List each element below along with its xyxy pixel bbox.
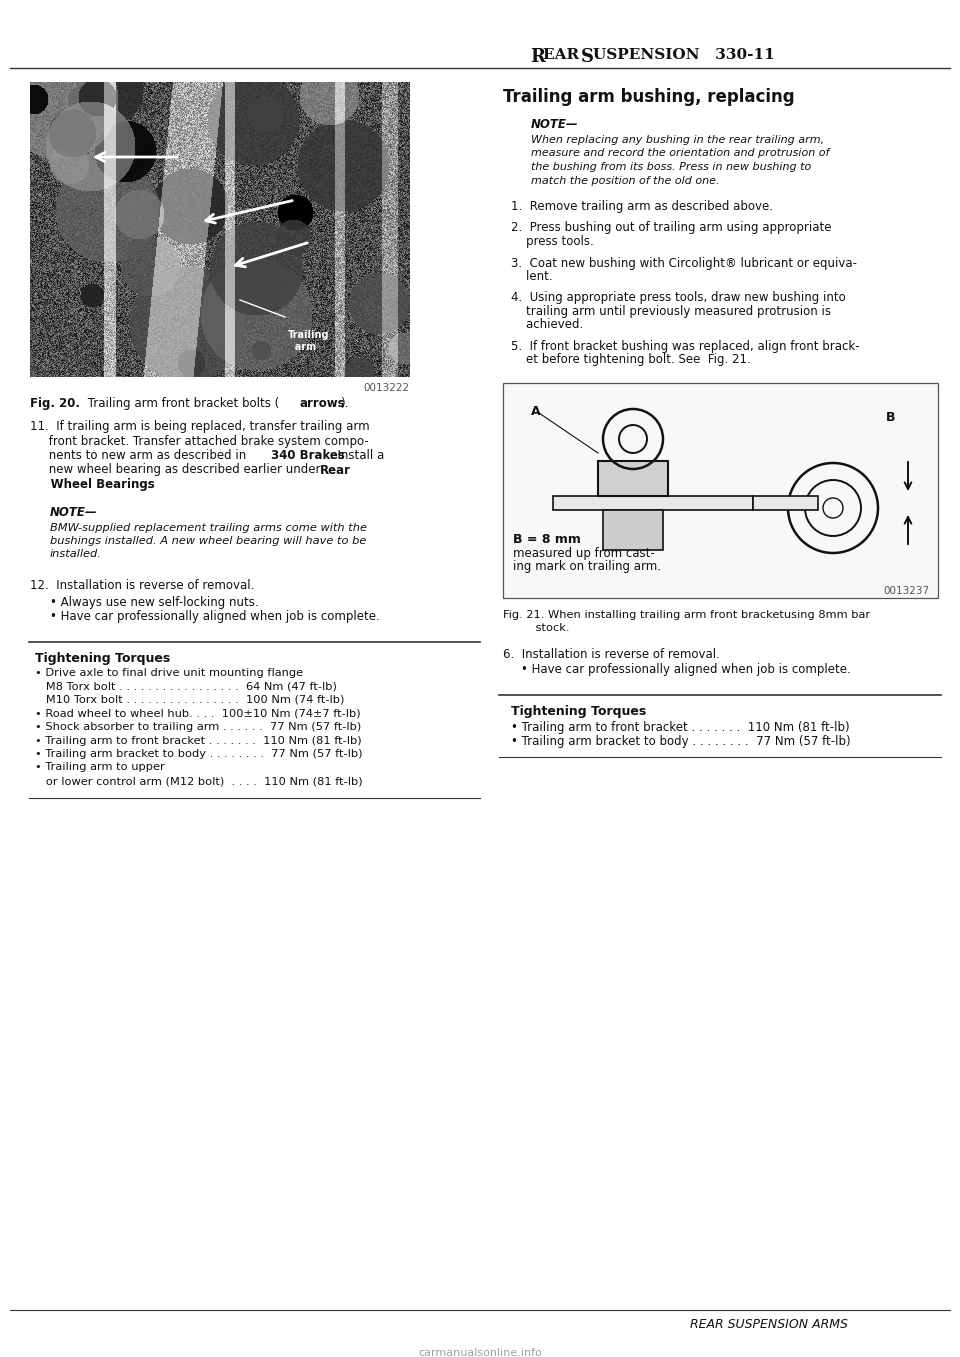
- Text: 1.  Remove trailing arm as described above.: 1. Remove trailing arm as described abov…: [511, 199, 773, 213]
- Text: ).: ).: [340, 398, 348, 410]
- Text: achieved.: achieved.: [511, 319, 584, 331]
- Text: Trailing arm front bracket bolts (: Trailing arm front bracket bolts (: [84, 398, 279, 410]
- Text: 4.  Using appropriate press tools, draw new bushing into: 4. Using appropriate press tools, draw n…: [511, 292, 846, 304]
- Text: 0013222: 0013222: [364, 383, 410, 394]
- Text: USPENSION   330-11: USPENSION 330-11: [593, 47, 775, 62]
- Text: 340 Brakes: 340 Brakes: [271, 449, 345, 461]
- Text: When replacing any bushing in the rear trailing arm,: When replacing any bushing in the rear t…: [531, 134, 824, 145]
- Text: et before tightening bolt. See  Fig. 21.: et before tightening bolt. See Fig. 21.: [511, 354, 751, 366]
- Text: S: S: [581, 47, 594, 66]
- Text: • Trailing arm to front bracket . . . . . . .  110 Nm (81 ft-lb): • Trailing arm to front bracket . . . . …: [35, 735, 362, 745]
- Text: match the position of the old one.: match the position of the old one.: [531, 175, 719, 186]
- Text: • Always use new self-locking nuts.: • Always use new self-locking nuts.: [50, 596, 258, 609]
- Text: stock.: stock.: [503, 623, 569, 632]
- Text: . Install a: . Install a: [330, 449, 384, 461]
- Text: M8 Torx bolt . . . . . . . . . . . . . . . . .  64 Nm (47 ft-lb): M8 Torx bolt . . . . . . . . . . . . . .…: [35, 681, 337, 692]
- Bar: [598, 461, 668, 497]
- Text: the bushing from its boss. Press in new bushing to: the bushing from its boss. Press in new …: [531, 161, 811, 172]
- Text: press tools.: press tools.: [511, 235, 593, 248]
- Text: ing mark on trailing arm.: ing mark on trailing arm.: [513, 560, 661, 573]
- Text: Rear: Rear: [320, 464, 351, 476]
- Text: Tightening Torques: Tightening Torques: [35, 651, 170, 665]
- Bar: [553, 497, 753, 510]
- Bar: [753, 497, 818, 510]
- Text: • Drive axle to final drive unit mounting flange: • Drive axle to final drive unit mountin…: [35, 668, 303, 678]
- Text: Fig. 21. When installing trailing arm front bracketusing 8mm bar: Fig. 21. When installing trailing arm fr…: [503, 611, 870, 620]
- Text: Wheel Bearings: Wheel Bearings: [30, 478, 155, 491]
- Text: • Have car professionally aligned when job is complete.: • Have car professionally aligned when j…: [521, 664, 851, 676]
- Bar: [503, 383, 938, 598]
- Text: NOTE—: NOTE—: [531, 118, 579, 132]
- Text: Trailing arm bushing, replacing: Trailing arm bushing, replacing: [503, 88, 795, 106]
- Text: BMW-supplied replacement trailing arms come with the: BMW-supplied replacement trailing arms c…: [50, 522, 367, 533]
- Text: 12.  Installation is reverse of removal.: 12. Installation is reverse of removal.: [30, 579, 254, 592]
- Text: arrows: arrows: [300, 398, 346, 410]
- Text: bushings installed. A new wheel bearing will have to be: bushings installed. A new wheel bearing …: [50, 536, 367, 546]
- Text: A: A: [531, 404, 540, 418]
- Text: new wheel bearing as described earlier under: new wheel bearing as described earlier u…: [30, 464, 324, 476]
- Text: .: .: [147, 478, 151, 491]
- Text: Tightening Torques: Tightening Torques: [511, 706, 646, 718]
- Text: • Trailing arm to front bracket . . . . . . .  110 Nm (81 ft-lb): • Trailing arm to front bracket . . . . …: [511, 721, 850, 734]
- Text: B = 8 mm: B = 8 mm: [513, 533, 581, 546]
- Bar: [603, 510, 663, 550]
- Text: B: B: [886, 411, 896, 423]
- Text: measured up from cast-: measured up from cast-: [513, 547, 655, 560]
- Text: M10 Torx bolt . . . . . . . . . . . . . . . .  100 Nm (74 ft-lb): M10 Torx bolt . . . . . . . . . . . . . …: [35, 695, 345, 706]
- Text: R: R: [530, 47, 545, 66]
- Text: front bracket. Transfer attached brake system compo-: front bracket. Transfer attached brake s…: [30, 434, 369, 448]
- Text: nents to new arm as described in: nents to new arm as described in: [30, 449, 250, 461]
- Text: 2.  Press bushing out of trailing arm using appropriate: 2. Press bushing out of trailing arm usi…: [511, 221, 831, 235]
- Text: • Road wheel to wheel hub. . . .  100±10 Nm (74±7 ft-lb): • Road wheel to wheel hub. . . . 100±10 …: [35, 708, 361, 718]
- Text: 5.  If front bracket bushing was replaced, align front brack-: 5. If front bracket bushing was replaced…: [511, 341, 859, 353]
- Text: measure and record the orientation and protrusion of: measure and record the orientation and p…: [531, 148, 829, 159]
- Text: • Trailing arm bracket to body . . . . . . . .  77 Nm (57 ft-lb): • Trailing arm bracket to body . . . . .…: [511, 735, 851, 748]
- Text: Fig. 20.: Fig. 20.: [30, 398, 80, 410]
- Text: installed.: installed.: [50, 550, 102, 559]
- Text: • Shock absorber to trailing arm . . . . . .  77 Nm (57 ft-lb): • Shock absorber to trailing arm . . . .…: [35, 722, 361, 731]
- Text: trailing arm until previously measured protrusion is: trailing arm until previously measured p…: [511, 305, 831, 318]
- Text: 11.  If trailing arm is being replaced, transfer trailing arm: 11. If trailing arm is being replaced, t…: [30, 421, 370, 433]
- Text: 6.  Installation is reverse of removal.: 6. Installation is reverse of removal.: [503, 649, 720, 661]
- Text: lent.: lent.: [511, 270, 553, 284]
- Text: 0013237: 0013237: [884, 586, 930, 596]
- Text: • Have car professionally aligned when job is complete.: • Have car professionally aligned when j…: [50, 611, 380, 623]
- Text: NOTE—: NOTE—: [50, 506, 98, 518]
- Text: Trailing
  arm: Trailing arm: [288, 330, 329, 351]
- Text: 3.  Coat new bushing with Circolight® lubricant or equiva-: 3. Coat new bushing with Circolight® lub…: [511, 256, 857, 270]
- Text: EAR: EAR: [543, 47, 585, 62]
- Text: • Trailing arm to upper: • Trailing arm to upper: [35, 763, 165, 772]
- Text: or lower control arm (M12 bolt)  . . . .  110 Nm (81 ft-lb): or lower control arm (M12 bolt) . . . . …: [35, 776, 363, 786]
- Text: • Trailing arm bracket to body . . . . . . . .  77 Nm (57 ft-lb): • Trailing arm bracket to body . . . . .…: [35, 749, 363, 759]
- Text: carmanualsonline.info: carmanualsonline.info: [418, 1348, 542, 1357]
- Text: REAR SUSPENSION ARMS: REAR SUSPENSION ARMS: [690, 1318, 848, 1331]
